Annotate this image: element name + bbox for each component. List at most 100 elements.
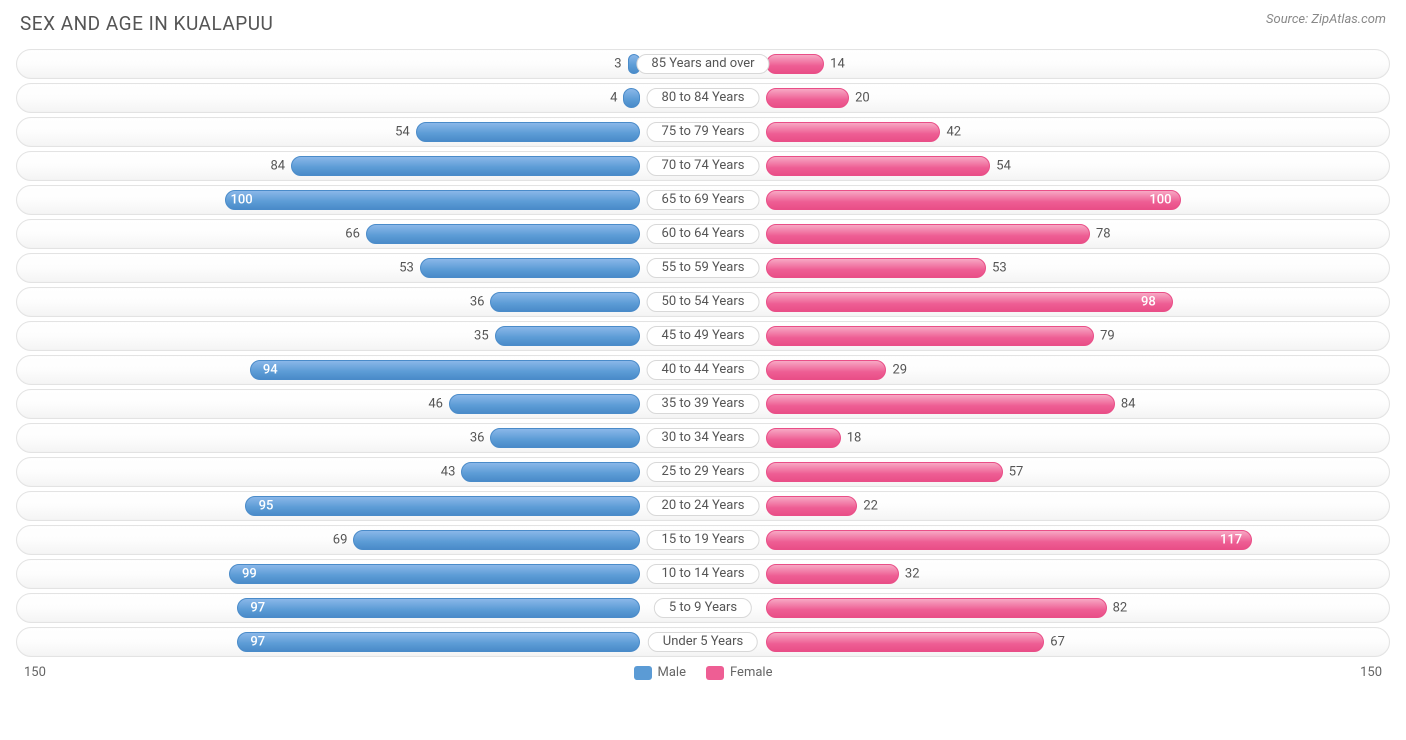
male-bar — [490, 428, 640, 448]
age-group-label: Under 5 Years — [648, 632, 758, 652]
source-attribution: Source: ZipAtlas.com — [1266, 12, 1386, 27]
male-value-label: 3 — [614, 57, 621, 72]
legend-male-label: Male — [658, 665, 686, 680]
female-bar — [766, 564, 899, 584]
female-bar — [766, 530, 1252, 550]
legend-female-label: Female — [730, 665, 772, 680]
age-group-label: 80 to 84 Years — [647, 88, 760, 108]
female-bar — [766, 224, 1090, 244]
male-bar — [449, 394, 640, 414]
age-group-label: 60 to 64 Years — [647, 224, 760, 244]
male-value-label: 4 — [610, 91, 617, 106]
male-bar — [291, 156, 640, 176]
female-bar — [766, 54, 824, 74]
male-value-label: 46 — [428, 397, 443, 412]
female-bar — [766, 428, 841, 448]
female-bar — [766, 122, 940, 142]
pyramid-row: 3 14 85 Years and over — [16, 49, 1390, 79]
male-value-label: 97 — [250, 601, 265, 616]
chart-title: SEX AND AGE IN KUALAPUU — [20, 12, 1390, 35]
female-value-label: 100 — [1149, 193, 1171, 208]
female-bar — [766, 598, 1107, 618]
legend-item-male: Male — [634, 665, 686, 680]
age-group-label: 85 Years and over — [636, 54, 769, 74]
male-value-label: 84 — [271, 159, 286, 174]
female-value-label: 67 — [1050, 635, 1065, 650]
age-group-label: 5 to 9 Years — [654, 598, 752, 618]
female-bar — [766, 360, 886, 380]
male-bar — [237, 598, 640, 618]
female-value-label: 117 — [1220, 533, 1242, 548]
female-value-label: 78 — [1096, 227, 1111, 242]
pyramid-row: 369850 to 54 Years — [16, 287, 1390, 317]
pyramid-row: 36 18 30 to 34 Years — [16, 423, 1390, 453]
pyramid-row: 97 82 5 to 9 Years — [16, 593, 1390, 623]
age-group-label: 65 to 69 Years — [647, 190, 760, 210]
female-bar — [766, 156, 990, 176]
female-value-label: 84 — [1121, 397, 1136, 412]
male-value-label: 54 — [395, 125, 410, 140]
male-swatch-icon — [634, 666, 652, 680]
male-value-label: 69 — [333, 533, 348, 548]
axis-max-right: 150 — [1360, 665, 1382, 680]
age-group-label: 10 to 14 Years — [647, 564, 760, 584]
male-bar — [420, 258, 640, 278]
female-value-label: 53 — [992, 261, 1007, 276]
female-value-label: 57 — [1009, 465, 1024, 480]
female-swatch-icon — [706, 666, 724, 680]
age-group-label: 30 to 34 Years — [647, 428, 760, 448]
male-value-label: 43 — [441, 465, 456, 480]
female-value-label: 18 — [847, 431, 862, 446]
female-value-label: 22 — [863, 499, 878, 514]
legend: Male Female — [46, 665, 1360, 680]
male-value-label: 95 — [259, 499, 274, 514]
female-value-label: 14 — [830, 57, 845, 72]
male-bar — [495, 326, 640, 346]
age-group-label: 35 to 39 Years — [647, 394, 760, 414]
male-bar — [461, 462, 640, 482]
male-value-label: 66 — [345, 227, 360, 242]
pyramid-row: 435725 to 29 Years — [16, 457, 1390, 487]
female-bar — [766, 190, 1181, 210]
axis-max-left: 150 — [24, 665, 46, 680]
age-group-label: 55 to 59 Years — [647, 258, 760, 278]
male-bar — [237, 632, 640, 652]
chart-footer: 150 Male Female 150 — [16, 665, 1390, 680]
male-bar — [353, 530, 640, 550]
pyramid-row: 53 53 55 to 59 Years — [16, 253, 1390, 283]
age-group-label: 40 to 44 Years — [647, 360, 760, 380]
female-bar — [766, 632, 1044, 652]
female-value-label: 98 — [1141, 295, 1156, 310]
pyramid-row: 95 22 20 to 24 Years — [16, 491, 1390, 521]
female-bar — [766, 394, 1115, 414]
population-pyramid-chart: 31485 Years and over42080 to 84 Years544… — [16, 49, 1390, 657]
female-value-label: 42 — [946, 125, 961, 140]
female-value-label: 29 — [892, 363, 907, 378]
male-value-label: 99 — [242, 567, 257, 582]
male-value-label: 53 — [399, 261, 414, 276]
male-bar — [366, 224, 640, 244]
female-value-label: 79 — [1100, 329, 1115, 344]
male-value-label: 35 — [474, 329, 489, 344]
age-group-label: 20 to 24 Years — [647, 496, 760, 516]
pyramid-row: 84 54 70 to 74 Years — [16, 151, 1390, 181]
female-bar — [766, 326, 1094, 346]
female-bar — [766, 496, 857, 516]
pyramid-row: 46 84 35 to 39 Years — [16, 389, 1390, 419]
male-value-label: 97 — [250, 635, 265, 650]
pyramid-row: 35 79 45 to 49 Years — [16, 321, 1390, 351]
male-bar — [416, 122, 640, 142]
male-value-label: 36 — [470, 431, 485, 446]
female-value-label: 54 — [996, 159, 1011, 174]
age-group-label: 70 to 74 Years — [647, 156, 760, 176]
legend-item-female: Female — [706, 665, 772, 680]
male-value-label: 94 — [263, 363, 278, 378]
male-bar — [250, 360, 640, 380]
female-bar — [766, 88, 849, 108]
female-value-label: 82 — [1113, 601, 1128, 616]
male-bar — [245, 496, 640, 516]
male-value-label: 36 — [470, 295, 485, 310]
male-bar — [490, 292, 640, 312]
age-group-label: 45 to 49 Years — [647, 326, 760, 346]
female-bar — [766, 292, 1173, 312]
